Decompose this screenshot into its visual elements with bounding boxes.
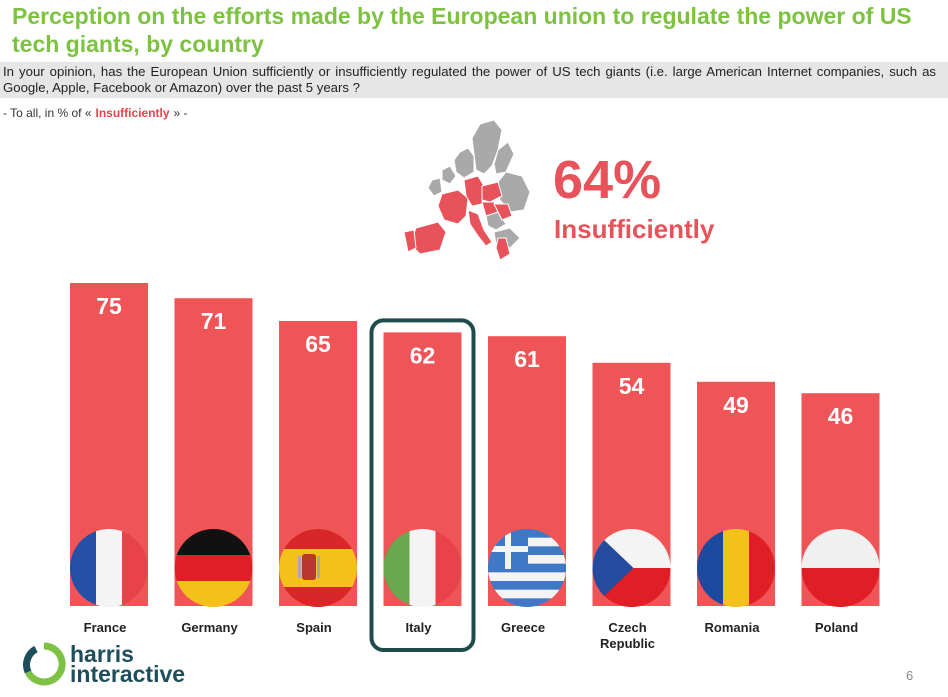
base-note-suffix: » -: [173, 106, 188, 120]
highlight-box-italy: [369, 318, 476, 652]
greece-flag-icon: [488, 529, 566, 607]
bar-value-romania: 49: [723, 392, 749, 418]
harris-interactive-logo: harris interactive: [22, 642, 192, 690]
category-label-czech-republic-line-2: Republic: [600, 636, 655, 651]
category-label-italy: Italy: [405, 620, 432, 635]
survey-question: In your opinion, has the European Union …: [0, 62, 948, 98]
czech-republic-flag-icon: [592, 529, 671, 607]
logo-ring-icon: [23, 642, 66, 686]
logo-line-1: harris: [70, 641, 134, 667]
category-label-poland: Poland: [815, 620, 858, 635]
poland-flag-icon: [801, 529, 880, 607]
base-note-prefix: - To all, in % of «: [3, 106, 92, 120]
bar-value-germany: 71: [201, 308, 227, 334]
category-label-france: France: [84, 620, 127, 635]
page-number: 6: [906, 668, 914, 683]
category-label-germany: Germany: [181, 620, 238, 635]
category-label-czech-republic-line-1: Czech: [608, 620, 646, 635]
germany-flag-icon: [174, 529, 253, 607]
romania-flag-icon: [697, 529, 775, 607]
bar-value-greece: 61: [514, 346, 540, 372]
spain-flag-icon: [279, 529, 357, 607]
europe-map-icon: [403, 120, 531, 261]
kpi-value: 64%: [553, 150, 662, 210]
base-note-highlight: Insufficiently: [95, 106, 170, 120]
bar-value-spain: 65: [305, 331, 331, 357]
bar-value-poland: 46: [828, 403, 854, 429]
logo-line-2: interactive: [70, 661, 186, 687]
logo-text: harris interactive: [70, 641, 186, 687]
bar-value-czech-republic: 54: [619, 373, 645, 399]
bar-value-italy: 62: [410, 342, 436, 368]
base-note: - To all, in % of «Insufficiently» -: [3, 106, 188, 120]
category-label-romania: Romania: [705, 620, 761, 635]
bar-value-france: 75: [96, 293, 122, 319]
chart-title: Perception on the efforts made by the Eu…: [12, 3, 912, 57]
kpi-label: Insufficiently: [554, 214, 715, 244]
france-flag-icon: [70, 529, 148, 607]
italy-flag-icon: [383, 529, 462, 607]
category-label-greece: Greece: [501, 620, 545, 635]
category-label-spain: Spain: [296, 620, 331, 635]
